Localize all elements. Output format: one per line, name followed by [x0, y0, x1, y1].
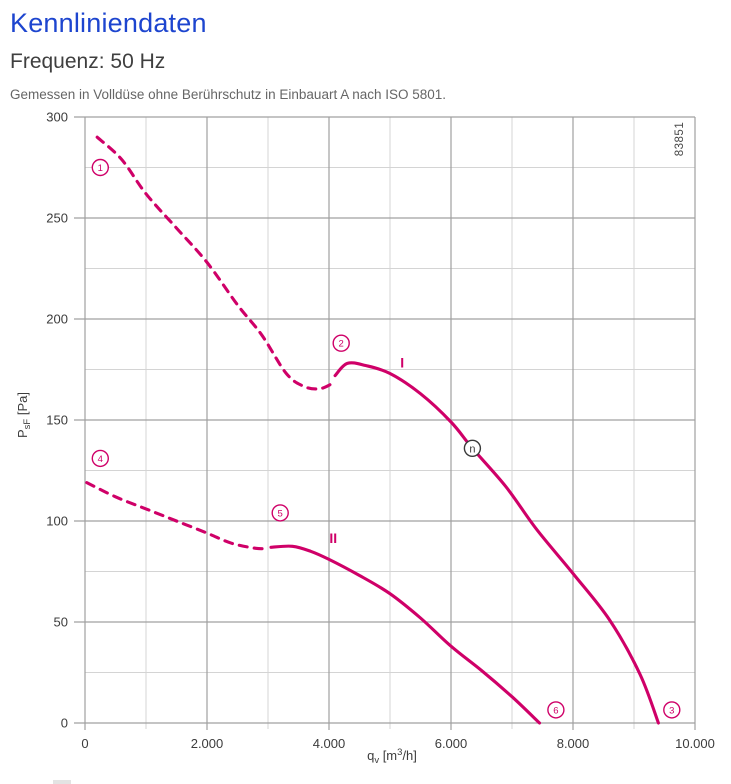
- x-tick-label: 8.000: [557, 736, 590, 751]
- cropped-edge-artifact: [53, 780, 71, 784]
- svg-text:4: 4: [98, 454, 103, 465]
- svg-text:3: 3: [669, 705, 674, 716]
- marker-4: 4: [91, 449, 110, 468]
- gridlines-major: [74, 116, 696, 730]
- point-markers: 1 2 3 4 5 6 n: [91, 158, 681, 719]
- axis-titles: PsF [Pa] qv [m3/h]: [15, 392, 417, 766]
- marker-2: 2: [332, 334, 350, 352]
- curve-I-dashed: [95, 135, 334, 391]
- curve-I-solid: [333, 361, 660, 725]
- marker-3: 3: [663, 701, 681, 719]
- x-tick-label: 4.000: [313, 736, 346, 751]
- y-tick-label: 250: [46, 211, 68, 226]
- frequency-subtitle: Frequenz: 50 Hz: [10, 50, 166, 73]
- x-axis-title: qv [m3/h]: [367, 747, 417, 766]
- curve-II-solid: [269, 544, 542, 725]
- watermark: 83851: [674, 122, 686, 156]
- y-tick-label: 200: [46, 312, 68, 327]
- curve-II-dashed: [85, 481, 270, 551]
- y-tick-label: 0: [61, 716, 68, 731]
- page-title: Kennliniendaten: [10, 8, 207, 38]
- y-tick-label: 300: [46, 110, 68, 125]
- marker-n: n: [463, 439, 482, 457]
- y-tick-label: 100: [46, 514, 68, 529]
- marker-6: 6: [547, 701, 565, 719]
- x-tick-label: 0: [81, 736, 88, 751]
- svg-text:1: 1: [98, 163, 103, 174]
- x-tick-label: 10.000: [675, 736, 715, 751]
- curve-label-II: II: [329, 530, 337, 546]
- x-tick-label: 2.000: [191, 736, 224, 751]
- curve-name-labels: III: [329, 355, 404, 547]
- curve-label-I: I: [400, 355, 404, 371]
- measurement-note: Gemessen in Volldüse ohne Berührschutz i…: [10, 87, 447, 102]
- svg-text:2: 2: [339, 339, 344, 350]
- curve-id-watermark: 83851: [674, 122, 686, 156]
- gridlines-minor: [85, 117, 695, 729]
- svg-text:5: 5: [278, 508, 283, 519]
- axis-tick-labels: 0 50 100 150 200 250 300 0 2.000 4.000 6.000 8.000 1…: [46, 110, 715, 752]
- y-axis-title: PsF [Pa]: [15, 392, 33, 438]
- svg-text:6: 6: [553, 705, 558, 716]
- x-tick-label: 6.000: [435, 736, 468, 751]
- y-tick-label: 150: [46, 413, 68, 428]
- marker-5: 5: [271, 504, 289, 522]
- svg-text:n: n: [469, 443, 475, 455]
- marker-1: 1: [91, 158, 110, 177]
- y-tick-label: 50: [54, 615, 68, 630]
